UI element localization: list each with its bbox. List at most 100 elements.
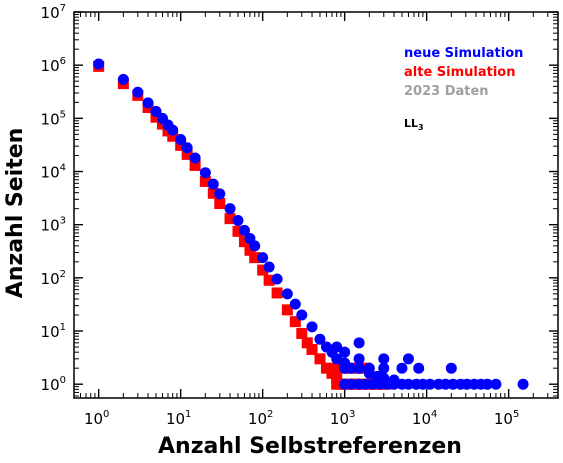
- point-neue-simulation: [339, 362, 351, 374]
- point-alte-simulation: [306, 343, 318, 355]
- point-neue-simulation: [263, 261, 275, 273]
- point-neue-simulation: [353, 337, 365, 349]
- point-neue-simulation: [353, 353, 365, 365]
- point-neue-simulation: [238, 224, 250, 236]
- point-alte-simulation: [238, 236, 250, 248]
- point-neue-simulation: [447, 378, 459, 390]
- plot-frame: [73, 11, 559, 399]
- point-neue-simulation: [388, 378, 400, 390]
- point-alte-simulation: [181, 148, 193, 160]
- point-neue-simulation: [271, 273, 283, 285]
- point-neue-simulation: [413, 362, 425, 374]
- y-tick-base: 10: [41, 164, 60, 182]
- legend-entry-neue-simulation: neue Simulation: [404, 46, 523, 61]
- point-neue-simulation: [440, 378, 452, 390]
- y-tick-exponent: 4: [60, 163, 66, 174]
- annotation-subscript: 3: [418, 123, 424, 132]
- y-tick-label: 102: [41, 269, 66, 288]
- point-neue-simulation: [257, 252, 269, 264]
- point-neue-simulation: [150, 105, 162, 117]
- x-tick-exponent: 5: [513, 409, 519, 420]
- x-tick-base: 10: [248, 410, 267, 428]
- x-tick-exponent: 3: [349, 409, 355, 420]
- y-tick-label: 100: [41, 375, 66, 394]
- point-neue-simulation: [331, 341, 343, 353]
- point-alte-simulation: [331, 362, 343, 374]
- annotation-base: LL: [404, 117, 418, 130]
- point-neue-simulation: [402, 353, 414, 365]
- point-neue-simulation: [396, 362, 408, 374]
- point-neue-simulation: [199, 167, 211, 179]
- point-neue-simulation: [424, 378, 436, 390]
- x-tick-base: 10: [166, 410, 185, 428]
- point-alte-simulation: [263, 274, 275, 286]
- point-alte-simulation: [296, 327, 308, 339]
- point-neue-simulation: [249, 240, 261, 252]
- y-tick-label: 101: [41, 322, 66, 341]
- point-alte-simulation: [175, 139, 187, 151]
- y-tick-exponent: 3: [60, 216, 66, 227]
- point-neue-simulation: [296, 309, 308, 321]
- x-tick-base: 10: [84, 410, 103, 428]
- x-tick-exponent: 1: [185, 409, 191, 420]
- x-tick-exponent: 4: [431, 409, 437, 420]
- point-alte-simulation: [314, 353, 326, 365]
- legend-entry-2023-daten: 2023 Daten: [404, 84, 489, 99]
- data-marks: [93, 58, 529, 390]
- point-alte-simulation: [150, 111, 162, 123]
- x-tick-label: 102: [248, 409, 273, 428]
- y-tick-label: 104: [41, 163, 66, 182]
- x-tick-label: 100: [84, 409, 109, 428]
- y-tick-base: 10: [41, 57, 60, 75]
- point-alte-simulation: [199, 175, 211, 187]
- x-tick-base: 10: [494, 410, 513, 428]
- point-neue-simulation: [353, 362, 365, 374]
- point-neue-simulation: [181, 142, 193, 154]
- point-neue-simulation: [345, 378, 357, 390]
- point-alte-simulation: [281, 304, 293, 316]
- point-neue-simulation: [378, 353, 390, 365]
- y-axis-title: Anzahl Seiten: [3, 128, 28, 299]
- y-tick-base: 10: [41, 217, 60, 235]
- y-tick-exponent: 5: [60, 109, 66, 120]
- point-neue-simulation: [167, 124, 179, 136]
- point-alte-simulation: [167, 130, 179, 142]
- y-tick-label: 106: [41, 56, 66, 75]
- point-neue-simulation: [306, 321, 318, 333]
- point-neue-simulation: [378, 362, 390, 374]
- x-tick-label: 101: [166, 409, 191, 428]
- point-alte-simulation: [301, 337, 313, 349]
- point-neue-simulation: [339, 346, 351, 358]
- x-tick-base: 10: [330, 410, 349, 428]
- point-alte-simulation: [289, 316, 301, 328]
- y-tick-label: 107: [41, 3, 66, 22]
- point-neue-simulation: [363, 362, 375, 374]
- point-neue-simulation: [232, 214, 244, 226]
- point-neue-simulation: [402, 378, 414, 390]
- legend: neue Simulation alte Simulation 2023 Dat…: [404, 46, 523, 99]
- point-neue-simulation: [93, 58, 105, 70]
- x-tick-base: 10: [412, 410, 431, 428]
- y-tick-base: 10: [41, 110, 60, 128]
- point-alte-simulation: [257, 264, 269, 276]
- point-neue-simulation: [517, 378, 529, 390]
- x-axis-title: Anzahl Selbstreferenzen: [158, 434, 462, 458]
- y-tick-base: 10: [41, 376, 60, 394]
- point-alte-simulation: [214, 198, 226, 210]
- point-neue-simulation: [207, 178, 219, 190]
- y-tick-base: 10: [41, 270, 60, 288]
- y-tick-label: 105: [41, 109, 66, 128]
- y-tick-base: 10: [41, 4, 60, 22]
- x-tick-exponent: 0: [103, 409, 109, 420]
- point-neue-simulation: [490, 378, 502, 390]
- point-alte-simulation: [189, 159, 201, 171]
- point-neue-simulation: [117, 73, 129, 85]
- x-tick-exponent: 2: [267, 409, 273, 420]
- x-tick-label: 103: [330, 409, 355, 428]
- point-neue-simulation: [445, 362, 457, 374]
- point-neue-simulation: [175, 134, 187, 146]
- point-neue-simulation: [289, 298, 301, 310]
- point-neue-simulation: [142, 97, 154, 109]
